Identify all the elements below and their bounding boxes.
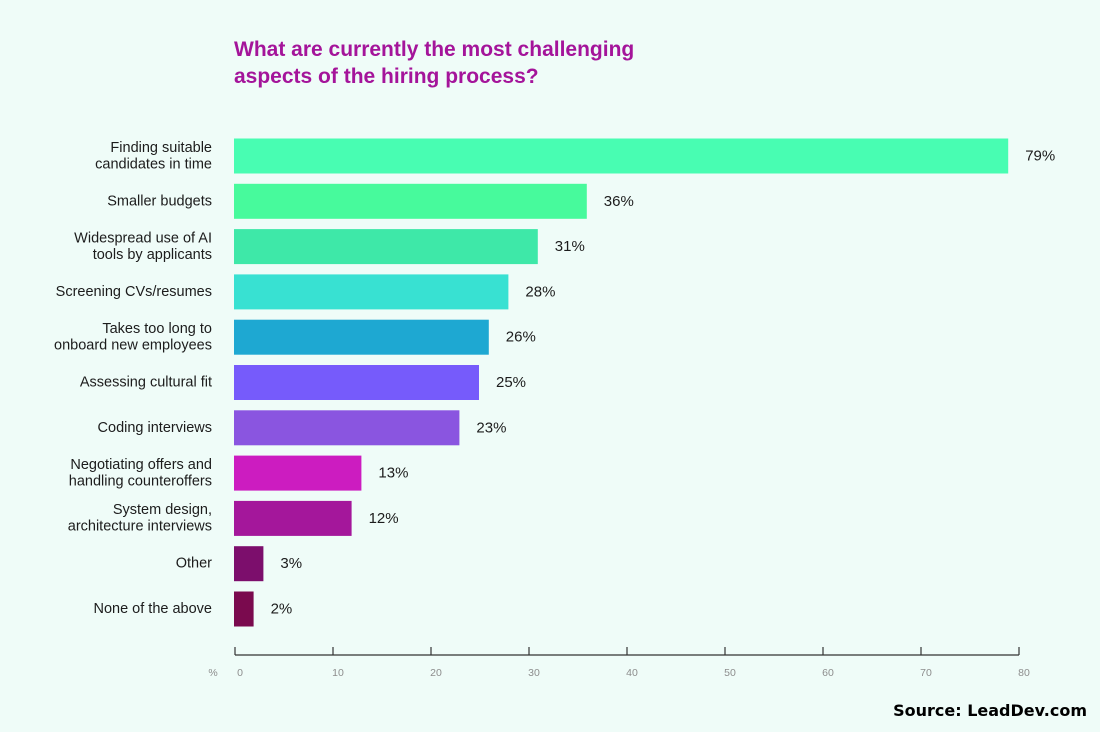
x-tick-label: 50	[724, 667, 736, 679]
category-label: Negotiating offers and handling counterof…	[69, 457, 212, 490]
x-tick-label: 70	[920, 667, 932, 679]
value-label: 31%	[555, 238, 585, 255]
category-label-line: Screening CVs/resumes	[56, 284, 212, 300]
value-label: 26%	[506, 329, 536, 346]
category-label-line: System design,	[113, 502, 212, 518]
category-label-line: handling counteroffers	[69, 473, 212, 489]
x-tick-label: 80	[1018, 667, 1030, 679]
category-label-line: Widespread use of AI	[74, 230, 212, 246]
chart-title-line-1: What are currently the most challenging	[234, 38, 635, 61]
category-label-line: Takes too long to	[102, 321, 212, 337]
x-tick-label: 0	[237, 667, 243, 679]
value-label: 25%	[496, 374, 526, 391]
bar	[234, 183, 587, 219]
value-label: 79%	[1025, 148, 1055, 165]
bar	[234, 455, 362, 491]
category-label: Screening CVs/resumes	[56, 284, 212, 300]
category-label-line: Assessing cultural fit	[80, 375, 212, 391]
x-tick-label: 10	[332, 667, 344, 679]
category-label-line: onboard new employees	[54, 337, 212, 353]
bar	[234, 500, 352, 536]
value-label: 12%	[369, 510, 399, 527]
source-credit: Source: LeadDev.com	[893, 701, 1087, 720]
category-label-line: Smaller budgets	[107, 193, 212, 209]
x-tick-label: 20	[430, 667, 442, 679]
category-label: Assessing cultural fit	[80, 375, 212, 391]
category-label: Smaller budgets	[107, 193, 212, 209]
category-label: System design, architecture interviews	[68, 502, 212, 535]
category-label-line: tools by applicants	[93, 247, 212, 263]
bar	[234, 410, 460, 446]
bars-layer: Finding suitable candidates in time 79% Sma…	[54, 138, 1055, 627]
x-tick-label: 40	[626, 667, 638, 679]
category-label: Finding suitable candidates in time	[95, 140, 212, 173]
category-label-line: None of the above	[93, 601, 212, 617]
value-label: 28%	[525, 283, 555, 300]
category-label-line: Finding suitable	[110, 140, 212, 156]
x-axis: 0 10 20 30 40 50 60 70 80%	[208, 647, 1030, 679]
category-label: None of the above	[93, 601, 212, 617]
chart-title: What are currently the most challenging …	[234, 36, 794, 90]
category-label: Widespread use of AI tools by applicants	[74, 230, 212, 263]
x-axis-label: %	[208, 667, 217, 679]
x-tick-label: 60	[822, 667, 834, 679]
value-label: 36%	[604, 193, 634, 210]
value-label: 13%	[378, 465, 408, 482]
bar	[234, 229, 538, 265]
bar	[234, 138, 1009, 174]
category-label-line: Coding interviews	[98, 420, 212, 436]
category-label: Other	[176, 556, 212, 572]
x-tick-label: 30	[528, 667, 540, 679]
category-label: Coding interviews	[98, 420, 212, 436]
category-label-line: architecture interviews	[68, 519, 212, 535]
category-label-line: candidates in time	[95, 156, 212, 172]
value-label: 23%	[476, 419, 506, 436]
value-label: 2%	[271, 601, 293, 618]
value-label: 3%	[280, 555, 302, 572]
category-label-line: Negotiating offers and	[70, 457, 212, 473]
bar	[234, 591, 254, 627]
category-label-line: Other	[176, 556, 212, 572]
bar	[234, 365, 479, 400]
bar	[234, 546, 264, 582]
category-label: Takes too long to onboard new employees	[54, 321, 212, 354]
bar	[234, 319, 489, 355]
bar	[234, 274, 509, 310]
chart-title-line-2: aspects of the hiring process?	[234, 65, 539, 88]
